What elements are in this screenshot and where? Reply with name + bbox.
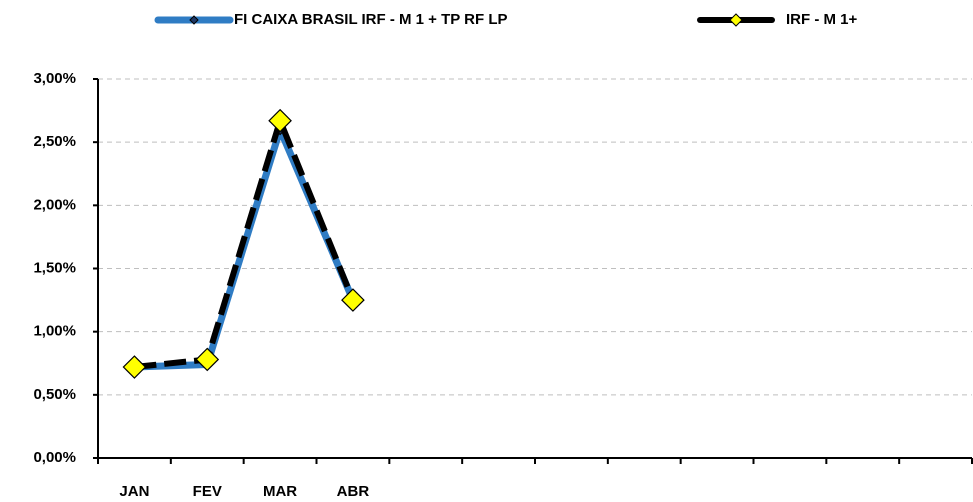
data-point xyxy=(268,108,292,133)
y-tick-label: 1,50% xyxy=(33,259,76,276)
data-point xyxy=(341,288,365,312)
legend-label: FI CAIXA BRASIL IRF - M 1 + TP RF LP xyxy=(234,11,508,28)
x-tick-label: JAN xyxy=(119,483,149,500)
data-point xyxy=(195,347,220,372)
x-tick-label: FEV xyxy=(193,483,222,500)
y-tick-label: 2,50% xyxy=(33,133,76,150)
data-point xyxy=(122,355,147,379)
legend-marker xyxy=(189,15,199,25)
x-tick-label: MAR xyxy=(263,483,297,500)
y-tick-label: 0,00% xyxy=(33,449,76,466)
y-tick-label: 2,00% xyxy=(33,196,76,213)
legend-marker xyxy=(729,13,743,27)
series-line xyxy=(134,117,356,371)
x-tick-label: ABR xyxy=(337,483,370,500)
legend-label: IRF - M 1+ xyxy=(786,11,857,28)
y-tick-label: 3,00% xyxy=(33,70,76,87)
y-tick-label: 0,50% xyxy=(33,386,76,403)
y-tick-label: 1,00% xyxy=(33,323,76,340)
